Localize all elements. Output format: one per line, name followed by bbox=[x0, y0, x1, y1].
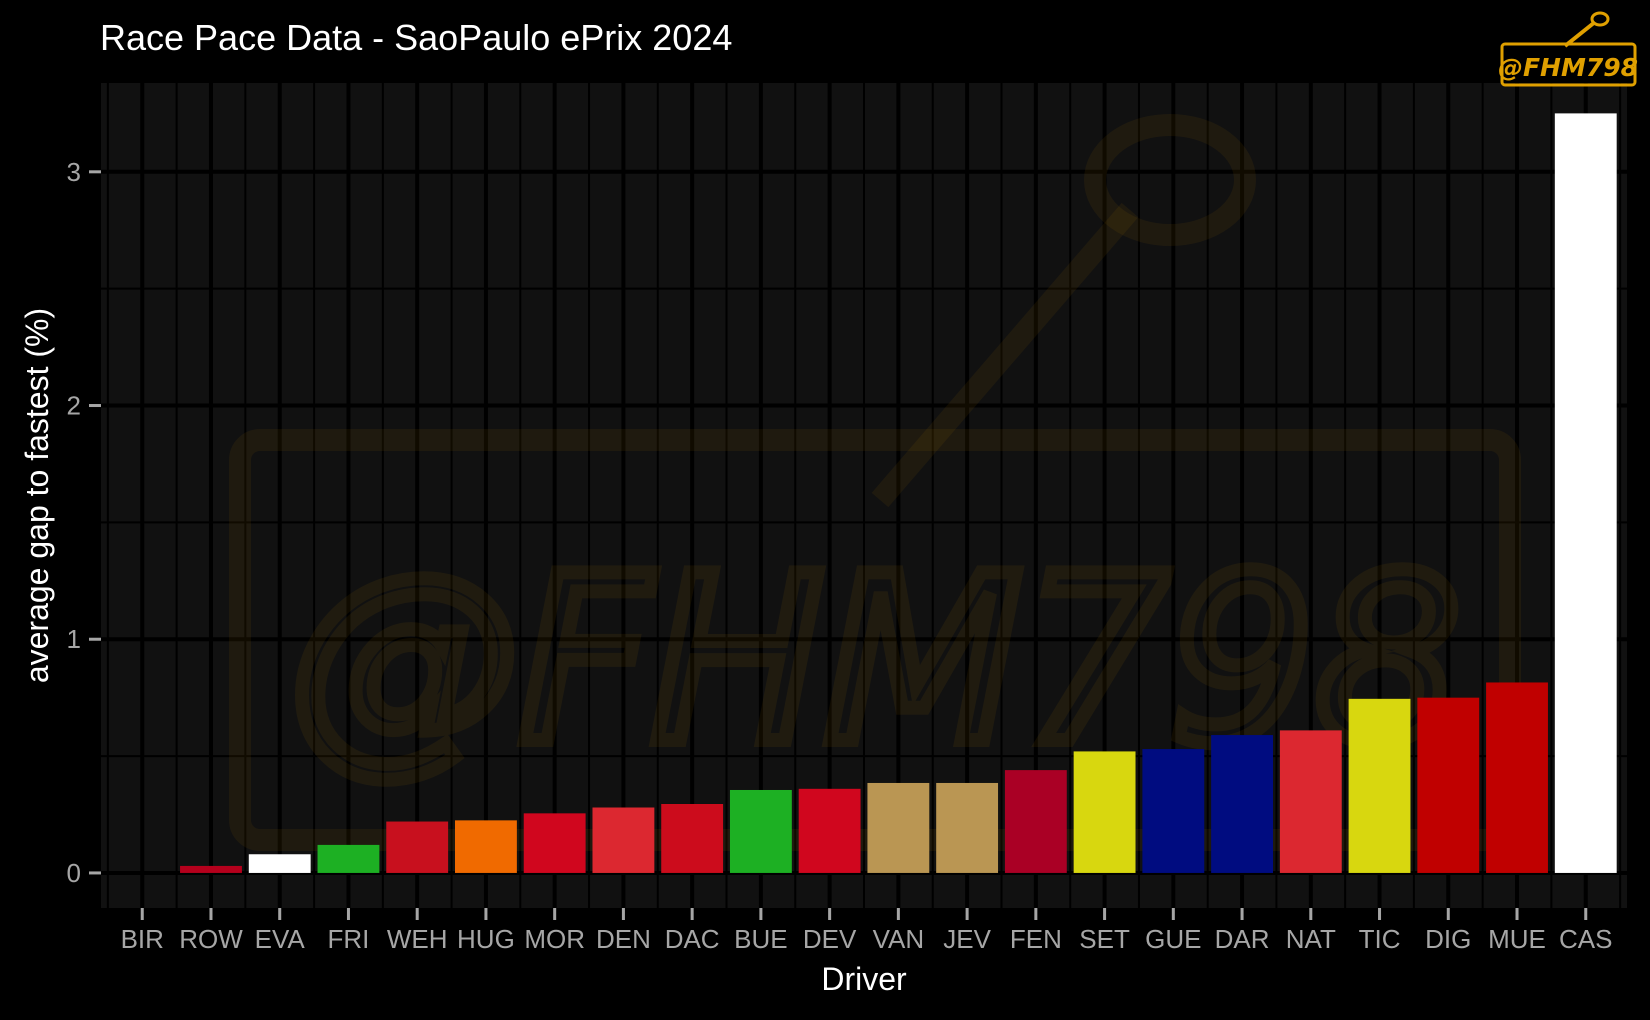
y-tick-label: 0 bbox=[67, 858, 81, 888]
y-tick-label: 2 bbox=[67, 391, 81, 421]
x-tick-label: DAR bbox=[1215, 924, 1270, 954]
x-tick-label: MUE bbox=[1488, 924, 1546, 954]
bar-dac bbox=[661, 803, 724, 873]
logo: @FHM798 bbox=[1498, 11, 1638, 87]
y-axis-title: average gap to fastest (%) bbox=[19, 308, 55, 683]
x-tick-label: HUG bbox=[457, 924, 515, 954]
x-tick-label: VAN bbox=[873, 924, 925, 954]
x-tick-label: FRI bbox=[328, 924, 370, 954]
bar-fen bbox=[1004, 770, 1067, 873]
bar-dig bbox=[1417, 697, 1480, 873]
bar-hug bbox=[455, 820, 517, 873]
x-tick-label: EVA bbox=[255, 924, 306, 954]
logo-text: @FHM798 bbox=[1498, 53, 1638, 82]
bar-row bbox=[180, 865, 242, 873]
bar-fri bbox=[317, 844, 380, 873]
watermark-pen bbox=[871, 202, 1139, 508]
x-tick-label: BUE bbox=[734, 924, 787, 954]
bar-weh bbox=[386, 821, 449, 873]
bar-mor bbox=[523, 813, 586, 873]
x-tick-label: SET bbox=[1079, 924, 1130, 954]
bar-van bbox=[867, 782, 930, 873]
x-tick-label: GUE bbox=[1145, 924, 1201, 954]
x-tick-label: DEV bbox=[803, 924, 857, 954]
chart-title: Race Pace Data - SaoPaulo ePrix 2024 bbox=[100, 17, 732, 58]
watermark-pen-head bbox=[1084, 114, 1256, 246]
grid bbox=[101, 83, 1627, 908]
x-tick-label: BIR bbox=[121, 924, 164, 954]
x-tick-label: FEN bbox=[1010, 924, 1062, 954]
x-tick-label: WEH bbox=[387, 924, 448, 954]
x-tick-label: DAC bbox=[665, 924, 720, 954]
x-tick-label: DIG bbox=[1425, 924, 1471, 954]
logo-pen-head bbox=[1590, 11, 1610, 27]
x-axis-title: Driver bbox=[821, 961, 907, 997]
bar-set bbox=[1073, 751, 1136, 873]
bar-nat bbox=[1279, 730, 1342, 873]
bar-jev bbox=[936, 782, 999, 873]
x-tick-label: DEN bbox=[596, 924, 651, 954]
x-tick-label: ROW bbox=[179, 924, 243, 954]
bar-den bbox=[592, 807, 655, 873]
logo-pen bbox=[1563, 20, 1597, 48]
x-tick-label: MOR bbox=[524, 924, 585, 954]
axes: 0 1 2 3 BIR ROW EVA FRI WEH HUG MOR DEN DAC BUE DEV VAN… bbox=[67, 157, 1613, 954]
y-tick-label: 1 bbox=[67, 624, 81, 654]
bar-tic bbox=[1348, 698, 1411, 873]
x-tick-label: NAT bbox=[1286, 924, 1336, 954]
x-tick-label: TIC bbox=[1359, 924, 1401, 954]
bar-cas bbox=[1554, 113, 1617, 873]
bar-eva bbox=[248, 854, 311, 873]
y-tick-label: 3 bbox=[67, 157, 81, 187]
x-tick-label: CAS bbox=[1559, 924, 1612, 954]
bar-dar bbox=[1211, 735, 1273, 873]
bar-bue bbox=[729, 789, 792, 873]
bars bbox=[180, 113, 1617, 873]
bar-gue bbox=[1142, 749, 1205, 873]
bar-dev bbox=[798, 788, 861, 873]
bar-mue bbox=[1486, 682, 1548, 873]
x-tick-label: JEV bbox=[943, 924, 991, 954]
